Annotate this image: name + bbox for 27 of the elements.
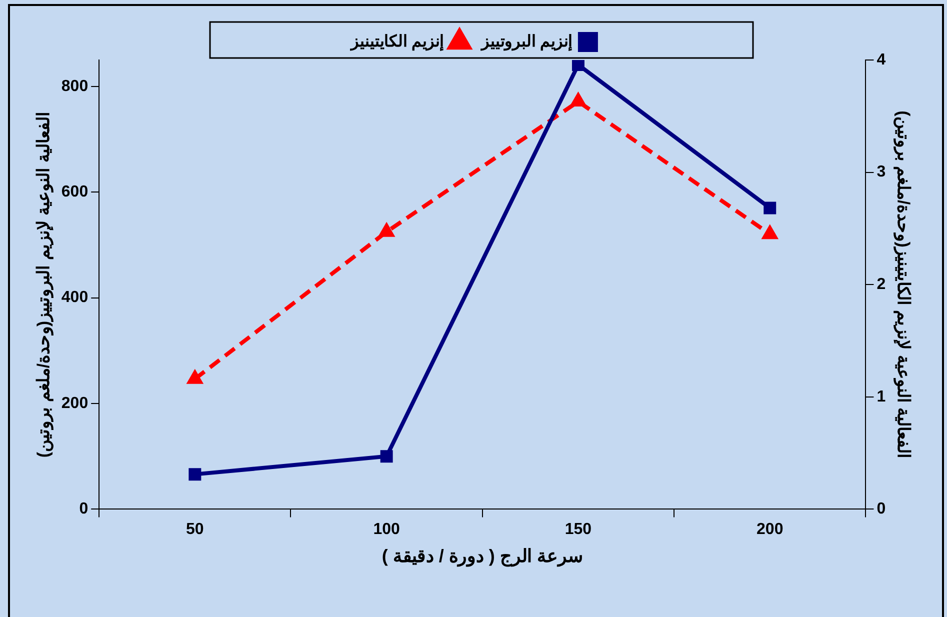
legend-label: إنزيم البروتييز <box>480 33 572 52</box>
point <box>572 60 584 71</box>
point <box>188 370 202 384</box>
y-tick-label: 600 <box>61 184 88 201</box>
point <box>380 450 393 463</box>
y2-axis-title: الفعالية النوعية لإنزيم الكايتينيز(وحدة/ملغم بروتين) <box>893 110 914 459</box>
x-tick-label: 200 <box>756 521 784 538</box>
x-tick-label: 150 <box>564 521 592 538</box>
point <box>762 226 778 240</box>
x-tick-label: 100 <box>373 521 400 538</box>
point <box>379 224 394 237</box>
y2-tick-label: 0 <box>876 500 886 518</box>
y-tick-label: 400 <box>61 289 88 306</box>
y-tick-label: 0 <box>79 500 88 518</box>
y2-tick-label: 4 <box>876 51 886 68</box>
x-tick-label: 50 <box>186 521 204 538</box>
legend-label: إنزيم الكايتينيز <box>350 33 444 52</box>
point <box>188 468 202 481</box>
x-axis-title: سرعة الرج ( دورة / دقيقة ) <box>382 546 583 568</box>
y2-tick-label: 3 <box>876 164 886 181</box>
point <box>571 94 586 107</box>
y2-tick-label: 1 <box>876 388 886 406</box>
point <box>764 202 776 214</box>
y-axis-title: الفعالية النوعية لإنزيم البروتييز(وحدة/ملغم بروتين) <box>34 112 54 458</box>
y2-tick-label: 2 <box>876 276 886 294</box>
y-tick-label: 800 <box>61 78 88 95</box>
y-tick-label: 200 <box>61 394 88 412</box>
